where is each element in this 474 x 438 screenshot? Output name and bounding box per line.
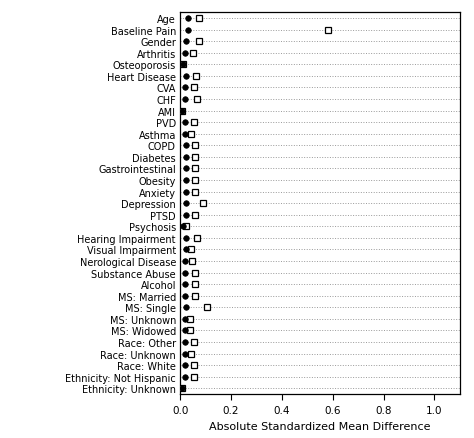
X-axis label: Absolute Standardized Mean Difference: Absolute Standardized Mean Difference bbox=[209, 421, 431, 431]
